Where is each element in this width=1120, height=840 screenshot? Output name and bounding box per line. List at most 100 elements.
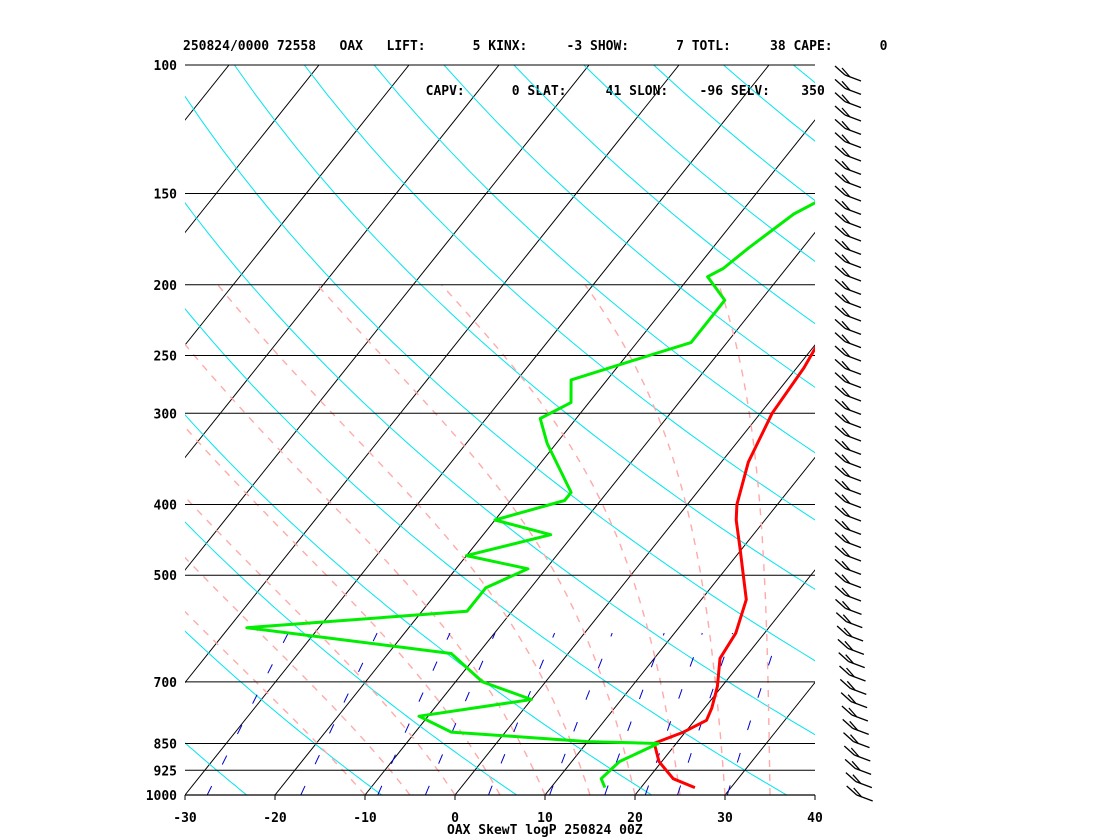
moist-adiabat-line <box>185 610 366 795</box>
wind-barb <box>834 305 862 322</box>
pressure-tick-label: 250 <box>154 349 178 364</box>
wind-barb <box>834 558 862 575</box>
wind-barb-feather <box>834 332 846 343</box>
wind-barb-staff <box>844 461 862 469</box>
temp-tick-label: 0 <box>451 811 459 826</box>
wind-barb-staff <box>844 287 862 295</box>
wind-barb-feather <box>834 372 846 383</box>
wind-barb-staff <box>845 607 862 615</box>
wind-barb <box>836 625 864 642</box>
wind-barb-staff <box>844 154 862 162</box>
wind-barb-feather <box>838 652 850 663</box>
wind-barb <box>834 385 862 402</box>
moist-adiabat-line <box>217 284 591 795</box>
wind-barb-staff <box>844 581 862 589</box>
wind-barb-feather <box>841 94 851 105</box>
wind-barb-staff <box>844 274 862 282</box>
mixing-ratio-line <box>549 632 613 795</box>
dry-adiabat-line <box>185 414 652 795</box>
wind-barb-feather <box>834 505 846 516</box>
wind-barb-feather <box>841 120 851 131</box>
wind-barb-staff <box>844 367 862 375</box>
isotherm-line <box>364 231 815 795</box>
wind-barb-feather <box>834 78 846 89</box>
wind-barb <box>834 492 862 509</box>
dry-adiabat-line <box>723 65 815 142</box>
wind-barb-feather <box>841 80 851 91</box>
wind-barb-feather <box>841 267 851 278</box>
wind-barb-feather <box>852 774 862 785</box>
wind-barb-staff <box>844 407 862 415</box>
wind-barb-feather <box>834 172 846 183</box>
wind-barb <box>834 545 862 562</box>
wind-barb-feather <box>834 585 846 596</box>
isotherm-line <box>544 456 815 795</box>
mixing-ratio-line <box>424 632 496 795</box>
moist-adiabat-line <box>440 284 681 795</box>
header-line-2: CAPV: 0 SLAT: 41 SLON: -96 SELV: 350 <box>183 84 825 99</box>
temp-tick-label: 20 <box>627 811 643 826</box>
wind-barb <box>834 265 862 282</box>
temp-tick-label: -10 <box>353 811 377 826</box>
isotherm-line <box>185 65 230 121</box>
wind-barb <box>834 518 862 535</box>
wind-barb-feather <box>841 467 851 478</box>
wind-barb-feather <box>850 747 860 758</box>
wind-barb-staff <box>844 114 862 122</box>
wind-barb <box>842 718 869 735</box>
wind-barb-feather <box>843 745 855 756</box>
wind-barb-feather <box>841 587 851 598</box>
wind-barb-staff <box>844 594 862 602</box>
wind-barb-feather <box>841 160 851 171</box>
wind-barb <box>837 638 865 655</box>
wind-barb-feather <box>841 347 851 358</box>
wind-barb-staff <box>856 794 873 802</box>
temp-tick-label: -30 <box>173 811 197 826</box>
wind-barb-feather <box>834 465 846 476</box>
wind-barb-staff <box>852 727 869 735</box>
wind-barb-feather <box>834 385 846 396</box>
wind-barb-feather <box>844 640 854 651</box>
wind-barb-feather <box>841 547 851 558</box>
wind-barb-feather <box>841 107 851 118</box>
wind-barb-staff <box>844 447 862 455</box>
wind-barb <box>834 532 862 549</box>
moist-adiabat-line <box>185 343 546 795</box>
wind-barb-feather <box>841 187 851 198</box>
pressure-tick-label: 400 <box>154 499 178 514</box>
moist-adiabat-line <box>584 284 726 795</box>
temp-tick-label: 30 <box>717 811 733 826</box>
wind-barb-feather <box>834 65 846 76</box>
dewpoint-profile-line <box>245 201 815 789</box>
moist-adiabat-line <box>718 284 771 795</box>
pressure-tick-label: 700 <box>154 676 178 691</box>
wind-barb-feather <box>840 692 852 703</box>
dry-adiabat-line <box>185 742 248 795</box>
wind-barb <box>834 132 862 149</box>
wind-barb <box>834 505 862 522</box>
mixing-ratio-line <box>206 632 289 795</box>
wind-barb-feather <box>846 680 856 691</box>
wind-barb-staff <box>850 687 867 695</box>
wind-barb-staff <box>844 567 862 575</box>
wind-barb-feather <box>834 438 846 449</box>
wind-barb-staff <box>844 74 862 82</box>
wind-barb-feather <box>841 414 851 425</box>
wind-barb-feather <box>841 67 851 78</box>
wind-barb-feather <box>846 785 858 796</box>
wind-barb <box>834 318 862 335</box>
wind-barb-feather <box>843 627 853 638</box>
wind-barb <box>834 212 862 229</box>
wind-barb <box>834 172 862 189</box>
wind-barb-feather <box>849 720 859 731</box>
wind-barb-staff <box>844 327 862 335</box>
wind-barb-feather <box>845 772 857 783</box>
pressure-tick-label: 850 <box>154 737 178 752</box>
dry-adiabat-line <box>653 65 815 202</box>
wind-barb-feather <box>834 398 846 409</box>
wind-barb <box>834 332 862 349</box>
wind-barb <box>835 598 862 615</box>
chart-footer: OAX SkewT logP 250824 00Z <box>447 823 643 838</box>
wind-barb <box>843 745 871 762</box>
wind-barb-feather <box>841 240 851 251</box>
